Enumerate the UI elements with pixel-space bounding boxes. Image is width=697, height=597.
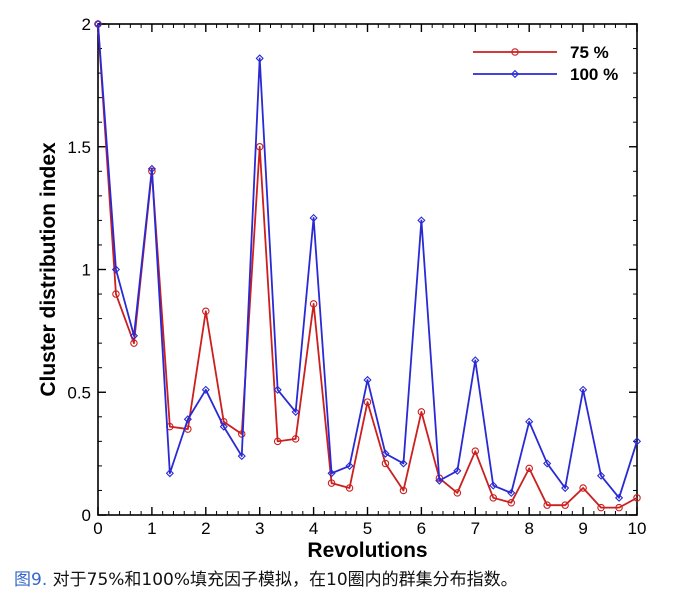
data-point	[633, 494, 641, 502]
data-point	[291, 435, 300, 443]
data-point	[453, 489, 462, 497]
data-point	[112, 290, 120, 298]
data-point	[489, 481, 498, 490]
data-point	[399, 459, 408, 468]
y-tick-label: 1.5	[67, 138, 91, 157]
data-point	[309, 213, 318, 223]
x-tick-label: 9	[578, 519, 587, 538]
data-point	[471, 356, 480, 365]
data-point	[111, 265, 121, 274]
data-point	[615, 503, 623, 512]
data-point	[165, 469, 174, 478]
data-point	[381, 459, 390, 468]
x-tick-label: 4	[309, 519, 318, 538]
y-tick-label: 0.5	[67, 383, 91, 402]
data-point	[345, 484, 354, 492]
series-layer	[93, 19, 642, 512]
x-tick-label: 6	[417, 519, 426, 538]
data-point	[579, 484, 587, 492]
data-point	[219, 422, 228, 431]
data-point	[183, 415, 192, 424]
data-point	[632, 437, 642, 446]
x-tick-label: 8	[524, 519, 533, 538]
data-point	[417, 216, 426, 225]
data-point	[525, 417, 534, 426]
data-point	[201, 385, 210, 394]
data-point	[596, 471, 606, 480]
data-point	[273, 385, 282, 394]
x-tick-label: 2	[201, 519, 210, 538]
data-point	[327, 469, 336, 478]
series-100-percent	[93, 19, 642, 502]
data-point	[561, 483, 570, 493]
data-point	[309, 300, 318, 308]
data-point	[237, 452, 246, 461]
data-point	[202, 307, 210, 315]
x-tick-label: 5	[363, 519, 372, 538]
figure-reference-link[interactable]: 图9.	[14, 570, 48, 590]
series-line	[97, 23, 638, 509]
data-point	[381, 449, 390, 458]
y-tick-label: 1	[82, 261, 91, 280]
data-point	[417, 408, 426, 416]
data-point	[291, 407, 300, 416]
x-tick-label: 1	[147, 519, 156, 538]
data-point	[471, 447, 480, 455]
data-point	[543, 459, 552, 468]
data-point	[255, 54, 264, 63]
data-point	[345, 461, 354, 470]
axes: 0 1 2 3 4 5 6 7 8 9 10 0 0.5 1 1.5 2 Revolutions Cluster …	[37, 15, 646, 562]
legend: 75 % 100 %	[473, 43, 618, 84]
data-point	[147, 164, 156, 173]
series-line	[97, 23, 638, 499]
data-point	[543, 501, 551, 509]
data-point	[525, 464, 533, 473]
data-point	[363, 375, 372, 385]
data-point	[130, 339, 138, 347]
data-point	[273, 437, 282, 446]
data-point	[489, 494, 497, 502]
figure-caption: 图9. 对于75%和100%填充因子模拟，在10圈内的群集分布指数。	[14, 565, 518, 590]
legend-marker	[510, 69, 520, 79]
x-axis-title: Revolutions	[307, 539, 427, 562]
x-tick-label: 0	[93, 519, 102, 538]
data-point	[129, 331, 139, 340]
series-75-percent	[94, 20, 641, 512]
x-tick-label: 3	[255, 519, 264, 538]
data-point	[507, 488, 516, 497]
data-point	[561, 501, 569, 509]
legend-label: 75 %	[570, 43, 609, 62]
y-axis-title: Cluster distribution index	[37, 142, 60, 397]
data-point	[93, 19, 103, 29]
legend-label: 100 %	[570, 65, 618, 84]
data-point	[327, 479, 336, 487]
caption-text: 对于75%和100%填充因子模拟，在10圈内的群集分布指数。	[47, 570, 518, 590]
x-tick-label: 7	[471, 519, 480, 538]
data-point	[363, 398, 372, 406]
data-point	[453, 466, 462, 475]
y-tick-label: 2	[82, 15, 91, 34]
data-point	[399, 486, 408, 495]
data-point	[507, 498, 516, 507]
data-point	[435, 476, 444, 485]
plot-frame	[97, 23, 638, 516]
y-tick-label: 0	[82, 506, 91, 525]
legend-marker	[511, 48, 519, 56]
data-point	[614, 493, 624, 502]
x-tick-label: 10	[628, 519, 647, 538]
data-point	[597, 503, 605, 512]
data-point	[579, 385, 588, 394]
